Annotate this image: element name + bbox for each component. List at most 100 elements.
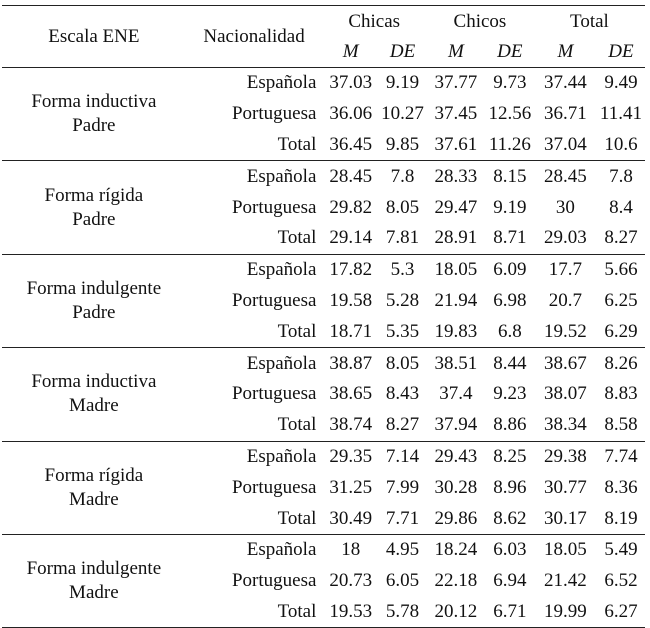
sd-value-cell: 8.44 (485, 347, 534, 379)
table-row: Portuguesa 36.06 10.27 37.45 12.56 36.71 11.41 (2, 99, 645, 130)
sd-value-cell: 6.98 (493, 289, 527, 311)
mean-value-cell: 29.47 (434, 196, 478, 218)
mean-value-cell: 37.44 (544, 72, 587, 94)
mean-value-cell: 28.45 (322, 160, 380, 193)
nationality-cell: Total (277, 414, 317, 436)
mean-value-cell: 38.65 (329, 383, 373, 405)
sd-value-cell: 9.49 (604, 72, 638, 94)
header-group-chicas: Chicas (322, 5, 426, 37)
mean-value-cell: 21.42 (544, 570, 587, 592)
sd-value-cell: 8.05 (379, 347, 426, 379)
sd-value-cell: 5.28 (385, 289, 420, 311)
sd-value-cell: 5.35 (385, 320, 420, 342)
mean-value-cell: 28.33 (426, 160, 486, 193)
sd-value-cell: 8.27 (604, 227, 638, 249)
sd-value-cell: 8.19 (604, 507, 638, 529)
mean-value-cell: 18.05 (426, 253, 486, 286)
sd-value-cell: 10.6 (604, 133, 638, 155)
nationality-cell: Española (246, 72, 317, 94)
sd-value-cell: 6.05 (385, 570, 420, 592)
mean-value-cell: 29.43 (426, 440, 486, 473)
mean-value-cell: 38.34 (544, 414, 587, 436)
table-row: Forma rígida Madre Española 29.35 7.14 29.43 8… (2, 440, 645, 535)
nationality-cell: Portuguesa (231, 383, 317, 405)
scale-name-line2: Padre (72, 115, 116, 137)
mean-value-cell: 30.28 (434, 476, 478, 498)
nationality-cell: Portuguesa (231, 103, 317, 125)
sd-value-cell: 8.43 (385, 383, 420, 405)
sd-value-cell: 8.58 (604, 414, 638, 436)
table-row: Total 30.49 7.71 29.86 8.62 30.17 8.19 (2, 503, 645, 534)
mean-value-cell: 20.73 (329, 570, 373, 592)
sd-value-cell: 7.8 (596, 160, 645, 193)
table-row: Portuguesa 20.73 6.05 22.18 6.94 21.42 6.52 (2, 566, 645, 597)
nationality-cell: Portuguesa (231, 289, 317, 311)
sd-value-cell: 8.62 (493, 507, 527, 529)
sd-value-cell: 8.36 (604, 476, 638, 498)
mean-value-cell: 19.83 (434, 320, 478, 342)
scale-name-line1: Forma indulgente (26, 558, 162, 580)
mean-value-cell: 17.82 (322, 253, 380, 286)
table-row: Total 36.45 9.85 37.61 11.26 37.04 10.6 (2, 130, 645, 161)
sd-value-cell: 7.74 (596, 440, 645, 473)
sd-value-cell: 5.3 (379, 253, 426, 286)
sd-value-cell: 12.56 (488, 103, 532, 125)
scale-name-cell: Forma rígida Madre (2, 440, 186, 535)
table-row: Portuguesa 38.65 8.43 37.4 9.23 38.07 8.83 (2, 379, 645, 410)
scale-name-line2: Madre (69, 488, 119, 510)
table-row: Forma rígida Padre Española 28.45 7.8 28.33 8.… (2, 160, 645, 255)
table-row: Portuguesa 31.25 7.99 30.28 8.96 30.77 8.36 (2, 472, 645, 503)
mean-value-cell: 20.12 (426, 596, 486, 628)
mean-value-cell: 38.07 (544, 383, 587, 405)
table-row: Total 29.14 7.81 28.91 8.71 29.03 8.27 (2, 223, 645, 254)
header-scale: Escala ENE (2, 5, 186, 68)
mean-value-cell: 19.53 (322, 596, 380, 628)
table-row: Total 18.71 5.35 19.83 6.8 19.52 6.29 (2, 316, 645, 347)
header-de: DE (485, 37, 534, 68)
sd-value-cell: 7.71 (385, 507, 420, 529)
header-m: M (533, 37, 597, 68)
mean-value-cell: 20.7 (548, 289, 582, 311)
scale-name-line1: Forma indulgente (26, 277, 162, 299)
scale-name-line2: Madre (69, 582, 119, 604)
nationality-cell: Total (277, 507, 317, 529)
sd-value-cell: 8.86 (493, 414, 527, 436)
sd-value-cell: 7.99 (385, 476, 420, 498)
sd-value-cell: 9.19 (385, 72, 420, 94)
mean-value-cell: 37.4 (439, 383, 473, 405)
nationality-cell: Portuguesa (231, 476, 317, 498)
mean-value-cell: 17.7 (533, 253, 597, 286)
mean-value-cell: 37.77 (434, 72, 478, 94)
scale-name-cell: Forma inductiva Padre (2, 68, 186, 161)
mean-value-cell: 29.03 (544, 227, 587, 249)
mean-value-cell: 29.82 (329, 196, 373, 218)
sd-value-cell: 6.94 (493, 570, 527, 592)
scale-name-cell: Forma rígida Padre (2, 160, 186, 255)
header-de: DE (379, 37, 426, 68)
mean-value-cell: 18.24 (426, 533, 486, 566)
mean-value-cell: 37.45 (434, 103, 478, 125)
scale-name-line1: Forma rígida (44, 184, 144, 206)
mean-value-cell: 38.67 (533, 347, 597, 379)
sd-value-cell: 7.14 (379, 440, 426, 473)
mean-value-cell: 18 (322, 533, 380, 566)
scale-name-line2: Madre (69, 395, 119, 417)
mean-value-cell: 37.03 (329, 72, 373, 94)
mean-value-cell: 18.05 (533, 533, 597, 566)
scale-name-line1: Forma inductiva (31, 91, 157, 113)
mean-value-cell: 36.71 (544, 103, 587, 125)
sd-value-cell: 9.23 (493, 383, 527, 405)
nationality-cell: Española (185, 533, 323, 566)
mean-value-cell: 19.58 (329, 289, 373, 311)
sd-value-cell: 6.29 (604, 320, 638, 342)
nationality-cell: Total (185, 596, 323, 628)
sd-value-cell: 5.66 (596, 253, 645, 286)
mean-value-cell: 22.18 (434, 570, 478, 592)
nationality-cell: Total (277, 227, 317, 249)
sd-value-cell: 8.71 (493, 227, 527, 249)
scale-name-line1: Forma inductiva (31, 371, 157, 393)
mean-value-cell: 19.99 (533, 596, 597, 628)
table-row: Portuguesa 19.58 5.28 21.94 6.98 20.7 6.25 (2, 286, 645, 317)
sd-value-cell: 8.4 (609, 196, 633, 218)
sd-value-cell: 9.73 (493, 72, 527, 94)
